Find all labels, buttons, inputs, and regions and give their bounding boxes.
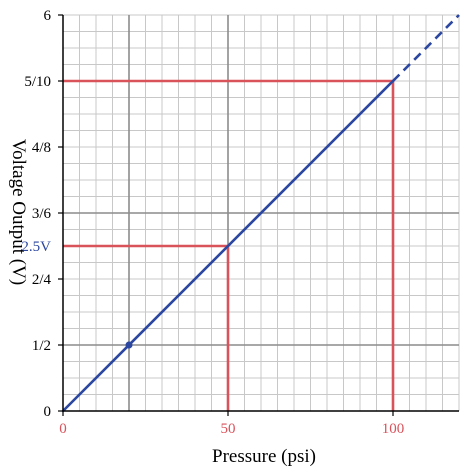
x-tick-label: 0: [59, 421, 67, 437]
series-line-solid: [61, 79, 395, 413]
series-group: [61, 14, 460, 413]
reference-lines: [63, 79, 395, 411]
data-point-marker: [125, 341, 133, 349]
axes: [58, 14, 459, 416]
series-line-dashed: [392, 14, 460, 82]
y-axis-title: Voltage Output (V): [8, 139, 29, 285]
y-tick-label: 1/2: [32, 338, 51, 354]
y-tick-label: 0: [44, 404, 52, 420]
x-tick-label: 50: [221, 421, 236, 437]
y-tick-label: 4/8: [32, 140, 51, 156]
x-axis-title: Pressure (psi): [212, 446, 316, 467]
y-tick-label: 6: [44, 8, 52, 24]
tick-labels: 0 1/2 2/4 3/6 4/8 5/10 6 2.5V 0 50 100: [21, 8, 404, 437]
y-tick-label: 2/4: [32, 272, 52, 288]
y-tick-label: 3/6: [32, 206, 52, 222]
y-tick-label: 5/10: [24, 74, 51, 90]
highlight-tick-label: 2.5V: [21, 239, 51, 255]
x-tick-label: 100: [382, 421, 405, 437]
